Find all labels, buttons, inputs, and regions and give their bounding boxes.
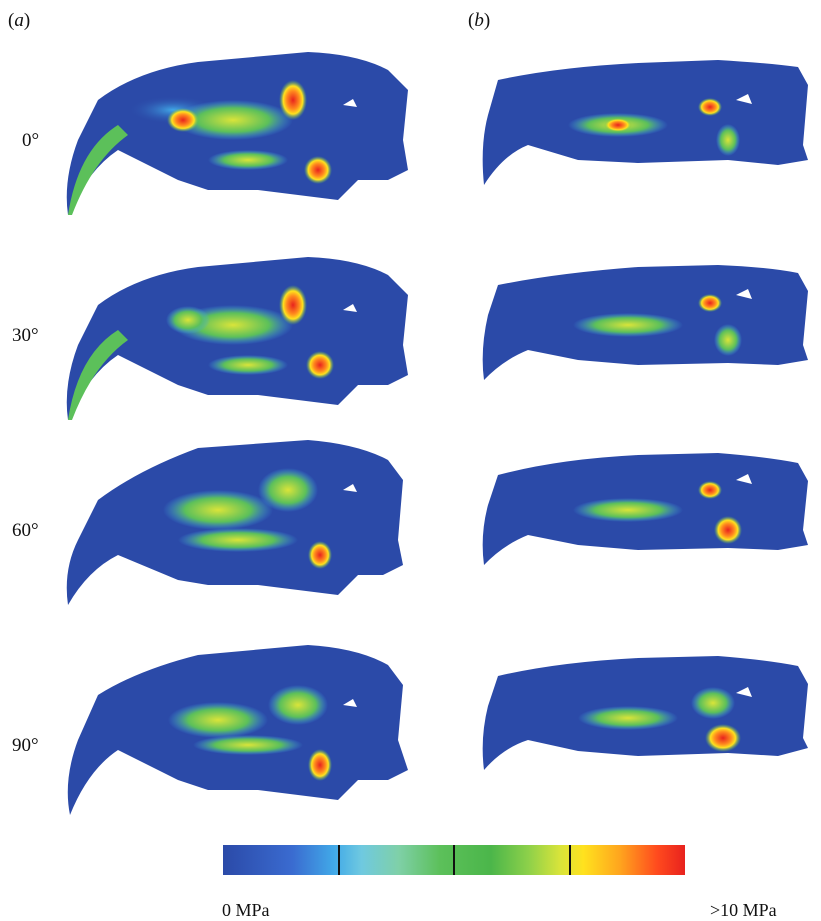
skull-b-60deg: [482, 453, 808, 565]
angle-label-90: 90°: [12, 735, 39, 756]
colorbar-min-label: 0 MPa: [222, 900, 270, 920]
angle-label-60: 60°: [12, 520, 39, 541]
colorbar-max-label: >10 MPa: [710, 900, 777, 920]
skull-b-0deg: [482, 60, 808, 185]
skull-a-90deg: [67, 645, 408, 815]
stress-colorbar: [223, 845, 685, 875]
skull-b-90deg: [482, 656, 808, 770]
angle-label-30: 30°: [12, 325, 39, 346]
colorbar-tick: [338, 845, 340, 875]
skull-a-30deg: [66, 257, 408, 420]
panel-label-a: (a): [8, 10, 31, 31]
colorbar-tick: [569, 845, 571, 875]
skull-a-0deg: [66, 52, 408, 215]
colorbar-tick: [453, 845, 455, 875]
angle-label-0: 0°: [22, 130, 40, 151]
panel-label-b: (b): [468, 10, 491, 31]
skull-b-30deg: [482, 265, 808, 380]
skull-a-60deg: [66, 440, 403, 605]
